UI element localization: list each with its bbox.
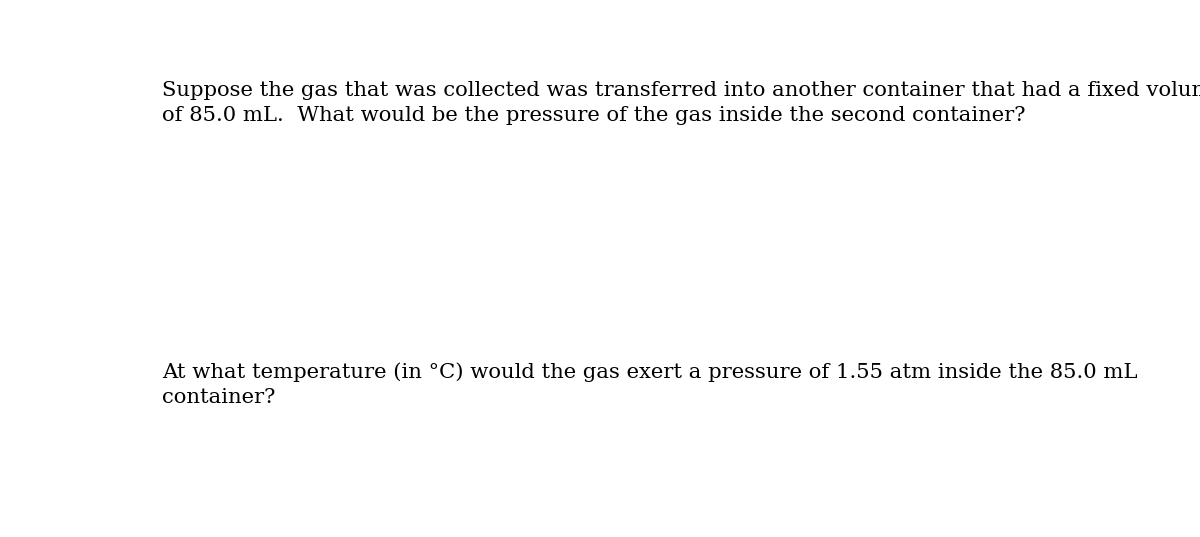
Text: At what temperature (in °C) would the gas exert a pressure of 1.55 atm inside th: At what temperature (in °C) would the ga… <box>162 362 1138 407</box>
Text: Suppose the gas that was collected was transferred into another container that h: Suppose the gas that was collected was t… <box>162 81 1200 125</box>
